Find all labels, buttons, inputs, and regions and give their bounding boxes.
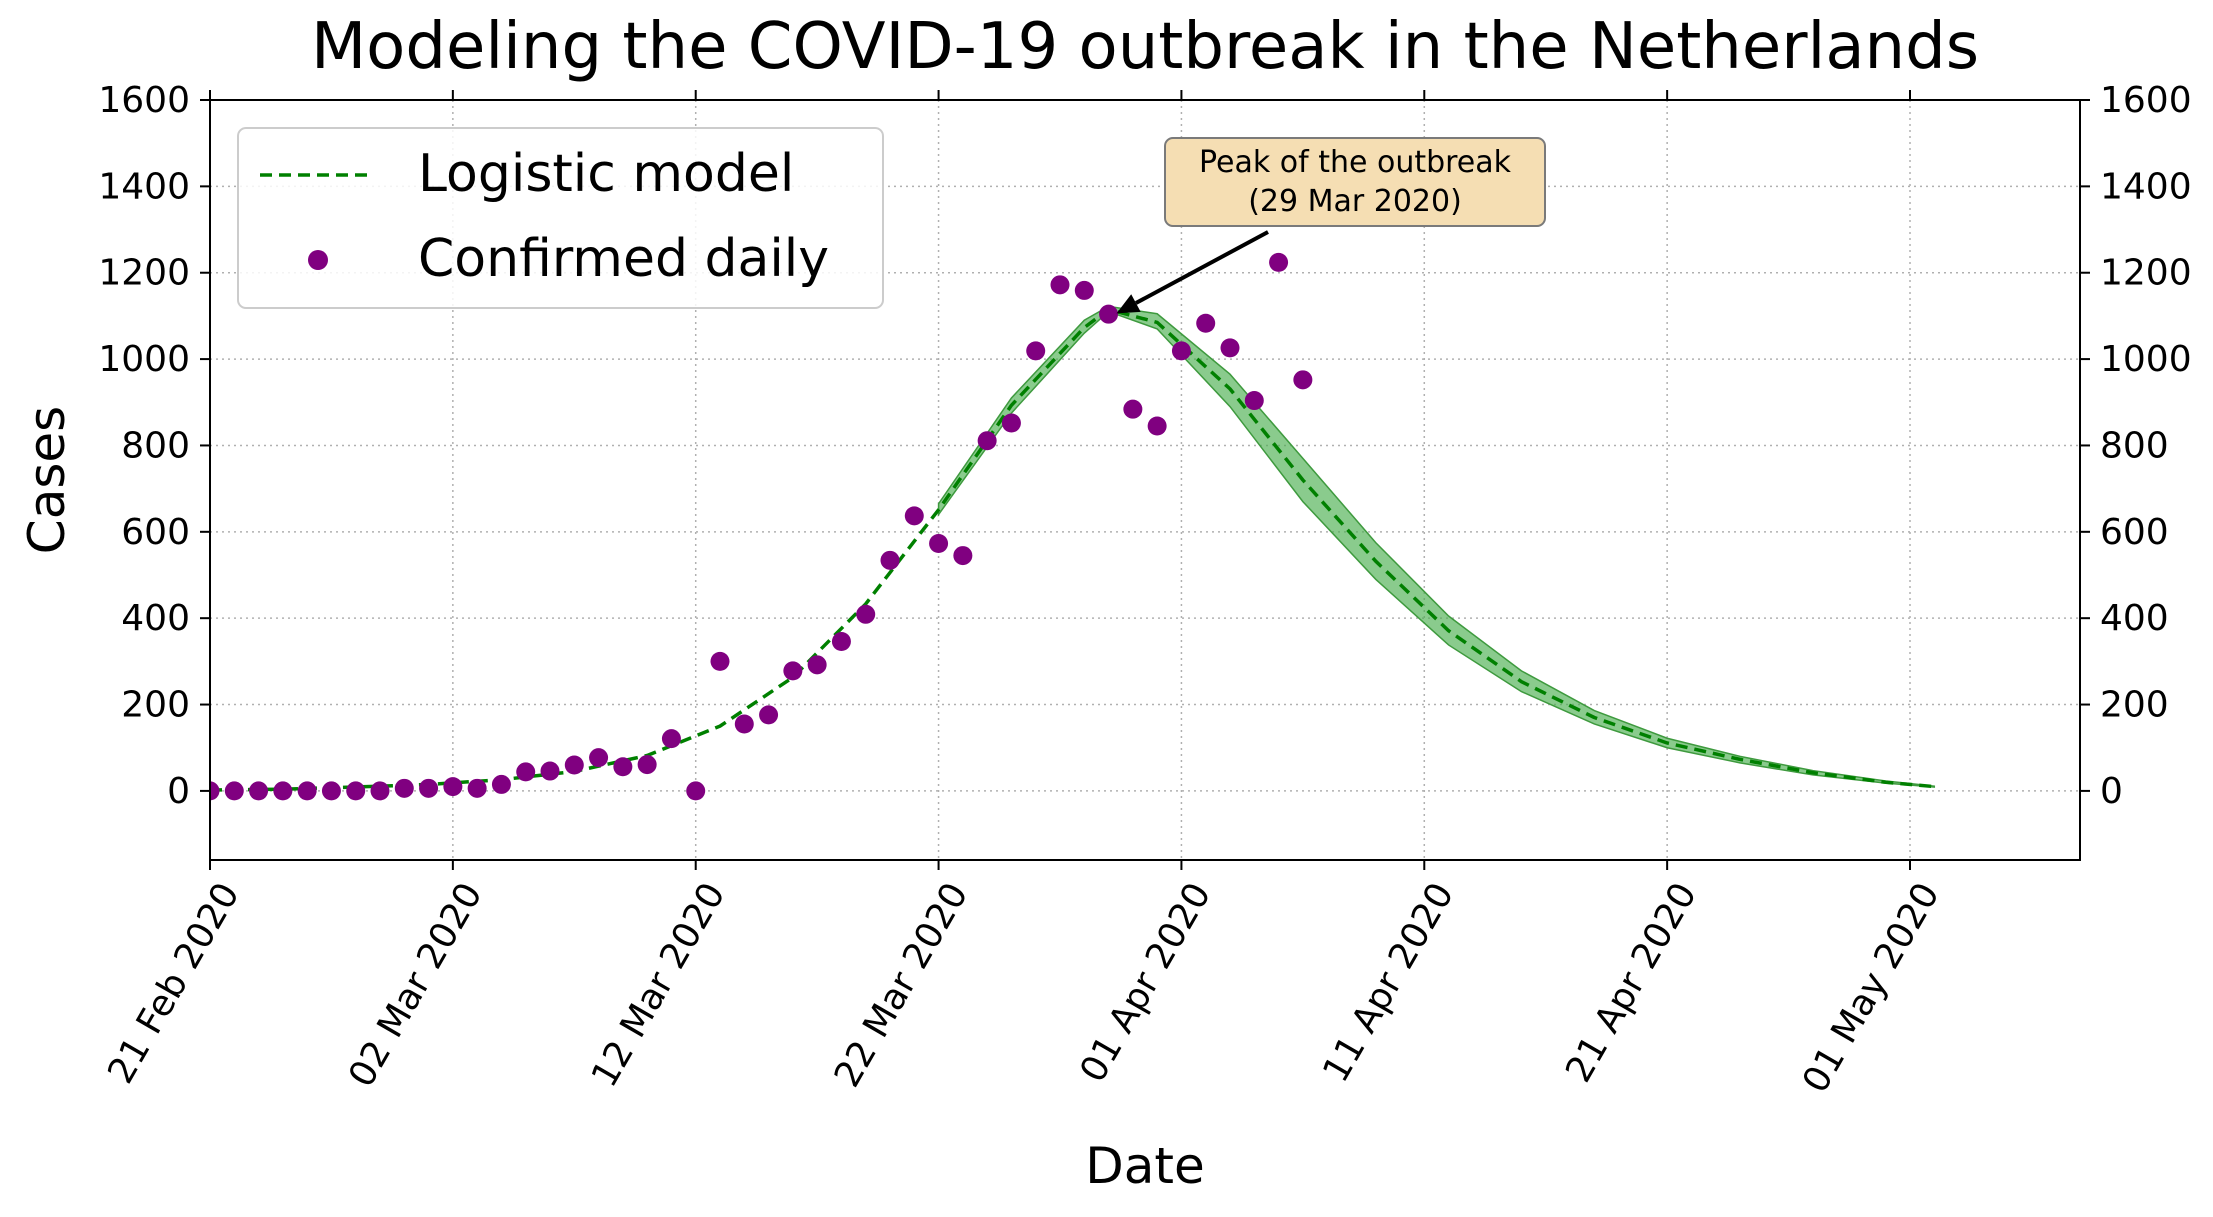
y-tick-label-left: 1600 (98, 80, 190, 121)
data-point (1050, 275, 1070, 295)
y-tick-label-left: 1400 (98, 166, 190, 207)
data-point (1196, 313, 1216, 333)
x-tick-label: 21 Apr 2020 (1558, 876, 1705, 1089)
data-point (210, 781, 220, 801)
data-points-layer (210, 252, 1313, 801)
data-point (831, 632, 851, 651)
y-tick-label-left: 0 (167, 771, 190, 812)
data-point (370, 781, 390, 801)
data-point (734, 714, 754, 734)
data-point (759, 705, 779, 725)
y-tick-label-right: 400 (2100, 598, 2169, 639)
confidence-band (937, 305, 1936, 788)
y-tick-label-right: 1000 (2100, 339, 2192, 380)
legend-points-swatch (308, 250, 328, 270)
data-point (467, 778, 487, 798)
data-point (880, 550, 900, 570)
data-point (783, 661, 803, 681)
y-tick-label-left: 1000 (98, 339, 190, 380)
y-tick-label-left: 800 (121, 425, 190, 466)
data-point (394, 778, 414, 798)
y-tick-label-left: 400 (121, 598, 190, 639)
legend-points-label: Confirmed daily (418, 229, 829, 289)
data-point (564, 755, 584, 775)
annotation-arrow-head (1116, 294, 1141, 314)
y-tick-label-right: 1600 (2100, 80, 2192, 121)
data-point (661, 729, 681, 749)
y-axis-label: Cases (18, 406, 76, 554)
logistic-model-line (210, 307, 1935, 792)
x-tick-label: 01 Apr 2020 (1072, 876, 1219, 1089)
data-point (1123, 399, 1143, 419)
x-tick-label: 21 Feb 2020 (100, 876, 248, 1091)
data-point (516, 762, 536, 782)
data-point (443, 777, 463, 797)
data-point (1293, 370, 1313, 390)
data-point (1099, 304, 1119, 324)
annotation-text-line2: (29 Mar 2020) (1248, 184, 1462, 219)
legend: Logistic model Confirmed daily (237, 127, 884, 309)
x-tick-label: 11 Apr 2020 (1315, 876, 1462, 1089)
data-point (589, 748, 609, 768)
y-tick-label-right: 1400 (2100, 166, 2192, 207)
y-tick-label-right: 1200 (2100, 253, 2192, 294)
data-point (346, 781, 366, 801)
y-tick-label-right: 800 (2100, 425, 2169, 466)
y-tick-label-left: 1200 (98, 253, 190, 294)
data-point (540, 761, 560, 781)
model-line-layer (210, 307, 1935, 792)
legend-box (237, 127, 884, 309)
data-point (807, 655, 827, 675)
data-point (613, 757, 633, 777)
data-point (321, 781, 341, 801)
data-point (710, 651, 730, 671)
x-tick-label: 01 May 2020 (1795, 876, 1948, 1100)
y-tick-label-right: 600 (2100, 512, 2169, 553)
data-point (953, 546, 973, 566)
annotation-arrow (1135, 230, 1269, 305)
data-point (904, 506, 924, 526)
x-tick-label: 22 Mar 2020 (827, 876, 977, 1094)
y-tick-label-right: 200 (2100, 685, 2169, 726)
data-point (1026, 341, 1046, 361)
x-tick-label: 02 Mar 2020 (341, 876, 491, 1094)
data-point (297, 781, 317, 801)
data-point (977, 431, 997, 451)
y-tick-label-left: 200 (121, 685, 190, 726)
data-point (491, 774, 511, 794)
y-tick-label-left: 600 (121, 512, 190, 553)
annotation-text-line1: Peak of the outbreak (1199, 145, 1512, 180)
x-axis-label: Date (1085, 1137, 1205, 1195)
data-point (856, 604, 876, 624)
data-point (637, 755, 657, 775)
data-point (1074, 280, 1094, 300)
data-point (249, 781, 269, 801)
data-point (1147, 416, 1167, 436)
y-tick-label-right: 0 (2100, 771, 2123, 812)
annotation-box (1164, 137, 1546, 227)
data-point (1244, 391, 1264, 411)
data-point (224, 781, 244, 801)
data-point (1001, 413, 1021, 433)
data-point (419, 778, 439, 798)
data-point (1269, 252, 1289, 272)
data-point (1220, 338, 1240, 358)
data-point (273, 781, 293, 801)
confidence-band-layer (937, 305, 1936, 788)
plot-frame (209, 99, 2081, 861)
legend-model-label: Logistic model (418, 144, 794, 204)
data-point (1171, 341, 1191, 361)
annotation: Peak of the outbreak (29 Mar 2020) (1116, 137, 1546, 314)
data-point (929, 533, 949, 553)
x-tick-label: 12 Mar 2020 (584, 876, 734, 1094)
chart-title: Modeling the COVID-19 outbreak in the Ne… (311, 10, 1979, 84)
data-point (686, 781, 706, 801)
